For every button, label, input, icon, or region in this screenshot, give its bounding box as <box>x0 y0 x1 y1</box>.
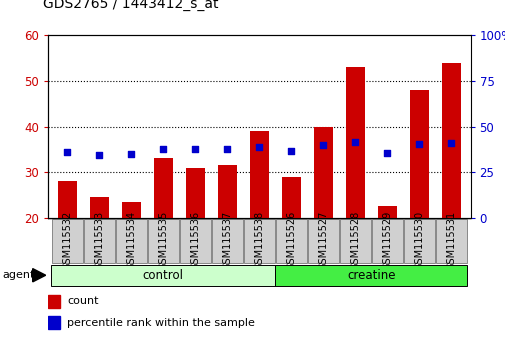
FancyBboxPatch shape <box>435 219 466 263</box>
Text: GSM115535: GSM115535 <box>158 211 168 270</box>
Bar <box>58 181 77 218</box>
Point <box>127 151 135 157</box>
Point <box>223 147 231 152</box>
Point <box>63 149 71 155</box>
FancyBboxPatch shape <box>308 219 338 263</box>
Text: GSM115537: GSM115537 <box>222 211 232 270</box>
Point <box>446 140 454 146</box>
Point <box>319 142 327 148</box>
Bar <box>89 197 109 218</box>
Bar <box>441 63 460 218</box>
Bar <box>313 126 332 218</box>
FancyBboxPatch shape <box>403 219 434 263</box>
Bar <box>281 177 300 218</box>
Point <box>191 147 199 152</box>
Text: count: count <box>67 296 98 306</box>
Bar <box>409 90 428 218</box>
Point <box>255 144 263 149</box>
Text: control: control <box>142 269 183 282</box>
Point <box>159 147 167 152</box>
Text: GSM115533: GSM115533 <box>94 211 104 270</box>
FancyBboxPatch shape <box>147 219 178 263</box>
Bar <box>377 206 396 218</box>
FancyBboxPatch shape <box>84 219 115 263</box>
FancyBboxPatch shape <box>339 219 370 263</box>
FancyBboxPatch shape <box>116 219 146 263</box>
Bar <box>185 167 205 218</box>
Text: agent: agent <box>3 270 35 280</box>
Text: GSM115530: GSM115530 <box>414 211 424 270</box>
FancyBboxPatch shape <box>371 219 402 263</box>
Text: GSM115526: GSM115526 <box>286 211 296 270</box>
FancyBboxPatch shape <box>275 265 467 286</box>
FancyBboxPatch shape <box>51 265 275 286</box>
FancyBboxPatch shape <box>180 219 210 263</box>
Text: GSM115528: GSM115528 <box>349 211 360 270</box>
FancyBboxPatch shape <box>52 219 82 263</box>
Point <box>350 139 359 145</box>
Bar <box>48 295 60 308</box>
Text: GSM115536: GSM115536 <box>190 211 200 270</box>
Text: GDS2765 / 1443412_s_at: GDS2765 / 1443412_s_at <box>43 0 218 11</box>
Text: GSM115527: GSM115527 <box>318 211 328 270</box>
FancyBboxPatch shape <box>243 219 274 263</box>
Text: creatine: creatine <box>346 269 395 282</box>
Text: percentile rank within the sample: percentile rank within the sample <box>67 318 255 327</box>
Bar <box>48 316 60 329</box>
Point <box>415 141 423 147</box>
FancyBboxPatch shape <box>212 219 242 263</box>
Bar <box>154 159 173 218</box>
Text: GSM115531: GSM115531 <box>445 211 456 270</box>
FancyBboxPatch shape <box>275 219 306 263</box>
Polygon shape <box>33 269 45 282</box>
Bar <box>217 165 236 218</box>
Point <box>95 152 103 158</box>
Text: GSM115532: GSM115532 <box>62 211 72 270</box>
Point <box>383 150 391 156</box>
Text: GSM115534: GSM115534 <box>126 211 136 270</box>
Bar <box>345 67 364 218</box>
Text: GSM115538: GSM115538 <box>254 211 264 270</box>
Bar <box>249 131 268 218</box>
Point <box>287 148 295 154</box>
Bar <box>121 202 140 218</box>
Text: GSM115529: GSM115529 <box>382 211 391 270</box>
